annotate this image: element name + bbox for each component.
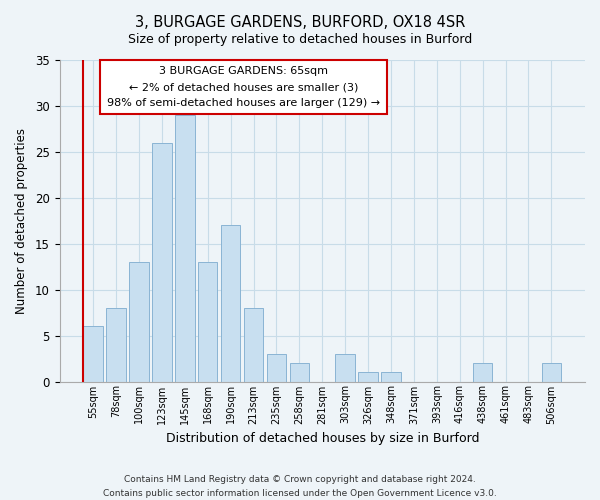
Bar <box>129 262 149 382</box>
Bar <box>542 363 561 382</box>
Bar <box>267 354 286 382</box>
Bar <box>358 372 378 382</box>
Bar <box>290 363 309 382</box>
Y-axis label: Number of detached properties: Number of detached properties <box>15 128 28 314</box>
Bar <box>244 308 263 382</box>
Bar <box>198 262 217 382</box>
Bar <box>221 226 241 382</box>
Bar <box>152 142 172 382</box>
Text: Contains HM Land Registry data © Crown copyright and database right 2024.
Contai: Contains HM Land Registry data © Crown c… <box>103 476 497 498</box>
Bar <box>175 115 194 382</box>
Bar <box>335 354 355 382</box>
Text: Size of property relative to detached houses in Burford: Size of property relative to detached ho… <box>128 32 472 46</box>
X-axis label: Distribution of detached houses by size in Burford: Distribution of detached houses by size … <box>166 432 479 445</box>
Text: 3, BURGAGE GARDENS, BURFORD, OX18 4SR: 3, BURGAGE GARDENS, BURFORD, OX18 4SR <box>135 15 465 30</box>
Text: 3 BURGAGE GARDENS: 65sqm
← 2% of detached houses are smaller (3)
98% of semi-det: 3 BURGAGE GARDENS: 65sqm ← 2% of detache… <box>107 66 380 108</box>
Bar <box>473 363 493 382</box>
Bar <box>106 308 126 382</box>
Bar <box>83 326 103 382</box>
Bar <box>381 372 401 382</box>
